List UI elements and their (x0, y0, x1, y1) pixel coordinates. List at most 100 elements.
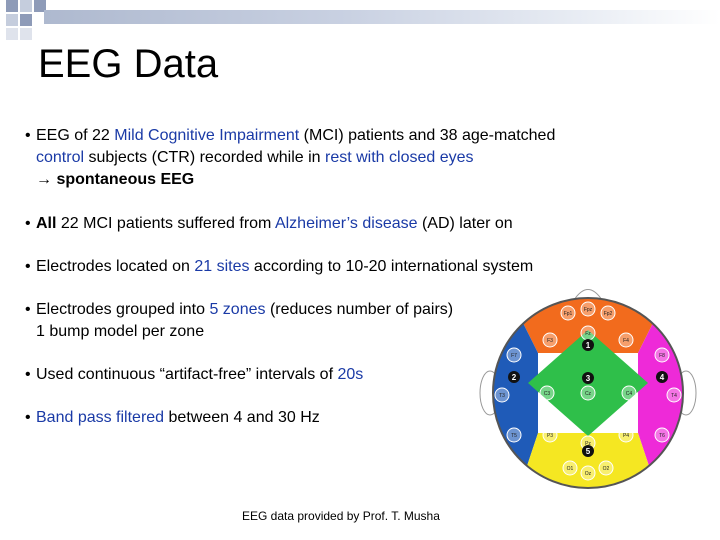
electrode-label: Fpz (584, 307, 593, 313)
bullet-item-1: • EEG of 22 Mild Cognitive Impairment (MC… (25, 125, 555, 191)
electrode-label: F8 (659, 353, 665, 359)
eeg-zone-diagram: Fp1 Fp2 Fpz F3 Fz F4 F7 T3 T5 C3 Cz C4 F8 T4 T6 P3 Pz P4 O… (479, 289, 697, 489)
electrode-dot (618, 427, 634, 443)
electrode-dot (654, 427, 670, 443)
bullet-text-segment: between 4 and 30 Hz (164, 409, 320, 426)
electrode-dot (598, 460, 614, 476)
electrode-dot (618, 332, 634, 348)
bullet-line: Used continuous “artifact-free” interval… (36, 366, 363, 383)
electrode-label: Fp2 (604, 311, 613, 317)
zone-number-badge (582, 372, 594, 384)
bullet-line: All 22 MCI patients suffered from Alzhei… (36, 215, 513, 232)
deco-square (20, 28, 32, 40)
electrode-p4: P4 (618, 427, 634, 443)
electrode-dot (494, 387, 510, 403)
bullet-text-segment: Mild Cognitive Impairment (114, 127, 300, 144)
electrode-label: Fp1 (564, 311, 573, 317)
deco-square (6, 28, 18, 40)
bullet-text-segment: 20s (337, 366, 364, 383)
zone-number-2: 2 (508, 371, 520, 383)
electrode-f3: F3 (542, 332, 558, 348)
zone-number-badge (508, 371, 520, 383)
electrode-dot (580, 465, 596, 481)
electrode-label: F3 (547, 338, 553, 344)
header-decoration (0, 0, 720, 40)
zone-number-4: 4 (656, 371, 668, 383)
bullet-line: 1 bump model per zone (25, 321, 453, 343)
bullet-dot: • (25, 366, 31, 383)
bullet-dot: • (25, 127, 31, 144)
bullet-line: Band pass filtered between 4 and 30 Hz (36, 409, 320, 426)
bullet-item-5: • Used continuous “artifact-free” interva… (25, 364, 363, 386)
electrode-label: T3 (499, 393, 505, 399)
electrode-label: F7 (511, 353, 517, 359)
zone-number-5: 5 (582, 445, 594, 457)
zone-number-text: 4 (660, 373, 665, 382)
bullet-text-segment: 1 bump model per zone (36, 323, 205, 340)
electrode-oz: Oz (580, 465, 596, 481)
electrode-c4: C4 (621, 385, 637, 401)
bullet-text-segment: subjects (CTR) recorded while in (84, 149, 325, 166)
slide-title: EEG Data (38, 42, 219, 86)
electrode-t3: T3 (494, 387, 510, 403)
electrode-label: Cz (585, 391, 592, 397)
electrode-label: T6 (659, 433, 665, 439)
head-outline (492, 297, 684, 489)
zone-1-region (508, 298, 668, 353)
electrode-label: P4 (623, 433, 629, 439)
electrode-dot (580, 301, 596, 317)
electrode-t4: T4 (666, 387, 682, 403)
electrode-label: Oz (585, 471, 592, 477)
zone-5-region (518, 433, 658, 488)
bullet-text-segment: 21 sites (194, 258, 250, 275)
electrode-f8: F8 (654, 347, 670, 363)
electrode-cz: Cz (580, 385, 596, 401)
deco-square (34, 0, 46, 12)
electrode-layer: Fp1 Fp2 Fpz F3 Fz F4 F7 T3 T5 C3 Cz C4 F8 T4 T6 P3 Pz P4 O… (494, 301, 682, 481)
electrode-dot (560, 305, 576, 321)
electrode-dot (600, 305, 616, 321)
electrode-o2: O2 (598, 460, 614, 476)
bullet-text-segment: EEG of 22 (36, 127, 115, 144)
electrode-dot (562, 460, 578, 476)
electrode-label: Fz (585, 331, 591, 337)
bullet-line: control subjects (CTR) recorded while in… (25, 147, 555, 169)
electrode-label: P3 (547, 433, 553, 439)
bullet-dot: • (25, 409, 31, 426)
bullet-item-6: • Band pass filtered between 4 and 30 Hz (25, 407, 320, 429)
deco-square (20, 14, 32, 26)
electrode-o1: O1 (562, 460, 578, 476)
electrode-f7: F7 (506, 347, 522, 363)
bullet-text-segment: Electrodes located on (36, 258, 195, 275)
electrode-label: T5 (511, 433, 517, 439)
electrode-dot (506, 347, 522, 363)
bullet-dot: • (25, 301, 31, 318)
bullet-line: → spontaneous EEG (25, 169, 555, 191)
zone-number-badge (582, 445, 594, 457)
zone-number-3: 3 (582, 372, 594, 384)
bullet-item-3: • Electrodes located on 21 sites accordin… (25, 256, 533, 278)
header-band (44, 10, 720, 24)
zone-4-region (638, 298, 683, 488)
bullet-item-2: • All 22 MCI patients suffered from Alzhe… (25, 213, 513, 235)
electrode-label: O1 (567, 466, 574, 472)
electrode-dot (654, 347, 670, 363)
electrode-dot (506, 427, 522, 443)
electrode-label: O2 (603, 466, 610, 472)
bullet-text-segment: (MCI) patients and 38 age-matched (299, 127, 556, 144)
electrode-t6: T6 (654, 427, 670, 443)
electrode-dot (666, 387, 682, 403)
electrode-dot (542, 332, 558, 348)
electrode-label: C3 (544, 391, 551, 397)
zone-2-region (493, 298, 538, 488)
zone-number-badge (582, 339, 594, 351)
bullet-text-segment: Electrodes grouped into (36, 301, 210, 318)
bullet-item-4: • Electrodes grouped into 5 zones (reduce… (25, 299, 453, 343)
bullet-text-segment: Alzheimer’s disease (274, 215, 418, 232)
bullet-line: EEG of 22 Mild Cognitive Impairment (MCI… (36, 127, 555, 144)
bullet-dot: • (25, 258, 31, 275)
electrode-fp1: Fp1 (560, 305, 576, 321)
electrode-dot (539, 385, 555, 401)
zone-number-text: 5 (586, 447, 591, 456)
zone-label-layer: 1 2 3 4 5 (508, 339, 668, 457)
